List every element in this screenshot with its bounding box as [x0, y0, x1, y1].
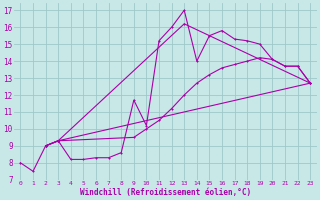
X-axis label: Windchill (Refroidissement éolien,°C): Windchill (Refroidissement éolien,°C) — [80, 188, 251, 197]
